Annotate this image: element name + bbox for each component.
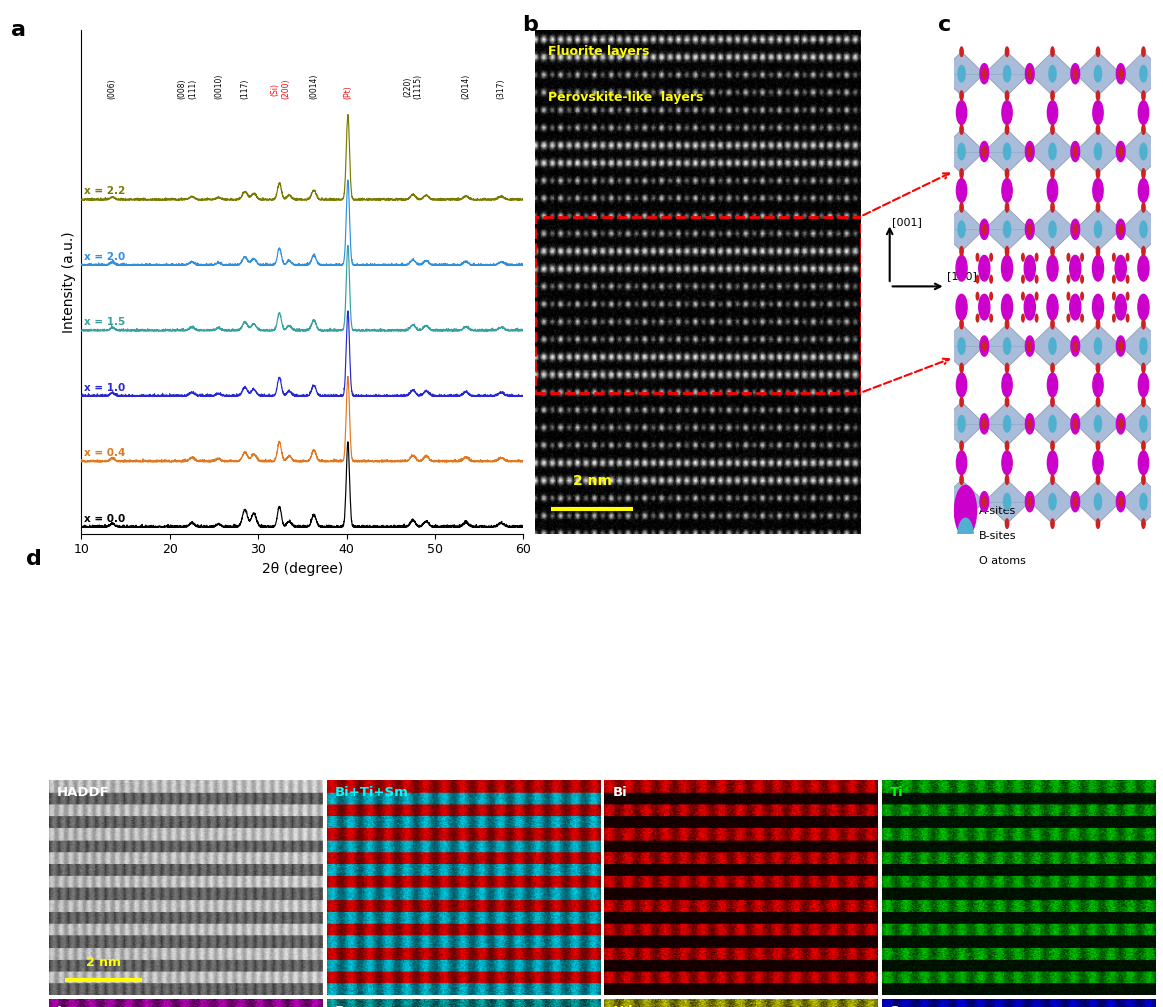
Circle shape bbox=[982, 496, 986, 508]
Circle shape bbox=[1021, 313, 1025, 322]
Polygon shape bbox=[984, 402, 1029, 446]
Circle shape bbox=[990, 275, 993, 284]
Circle shape bbox=[1140, 416, 1147, 432]
Circle shape bbox=[959, 246, 964, 257]
Circle shape bbox=[1048, 178, 1057, 202]
Circle shape bbox=[955, 485, 977, 537]
Text: 2 nm: 2 nm bbox=[86, 956, 121, 969]
Circle shape bbox=[959, 318, 964, 329]
Circle shape bbox=[1141, 46, 1146, 57]
Circle shape bbox=[1157, 275, 1162, 284]
Circle shape bbox=[1141, 519, 1146, 529]
Circle shape bbox=[1139, 451, 1149, 474]
Circle shape bbox=[1027, 340, 1032, 351]
Circle shape bbox=[1027, 146, 1032, 157]
Circle shape bbox=[1005, 168, 1009, 179]
Polygon shape bbox=[1029, 207, 1076, 252]
Circle shape bbox=[1094, 493, 1101, 510]
Circle shape bbox=[1050, 201, 1055, 212]
Circle shape bbox=[1005, 201, 1009, 212]
Circle shape bbox=[1027, 68, 1032, 80]
Circle shape bbox=[976, 253, 979, 262]
Circle shape bbox=[1026, 336, 1034, 356]
Circle shape bbox=[1073, 418, 1078, 429]
Circle shape bbox=[1004, 493, 1011, 510]
Circle shape bbox=[1050, 440, 1055, 451]
Bar bbox=[535, 217, 861, 393]
Text: (008)
(111): (008) (111) bbox=[178, 79, 198, 100]
Circle shape bbox=[943, 253, 948, 262]
Text: a: a bbox=[10, 20, 26, 40]
Circle shape bbox=[1096, 440, 1100, 451]
Circle shape bbox=[1119, 340, 1123, 351]
Circle shape bbox=[959, 91, 964, 101]
Circle shape bbox=[1004, 222, 1011, 238]
Circle shape bbox=[1025, 256, 1035, 281]
Circle shape bbox=[1070, 256, 1080, 281]
Circle shape bbox=[1094, 65, 1101, 82]
Circle shape bbox=[1005, 519, 1009, 529]
Circle shape bbox=[982, 340, 986, 351]
Circle shape bbox=[1050, 474, 1055, 485]
Circle shape bbox=[1139, 178, 1149, 202]
Circle shape bbox=[1049, 337, 1056, 354]
Circle shape bbox=[1027, 418, 1032, 429]
Circle shape bbox=[1141, 201, 1146, 212]
Circle shape bbox=[1126, 275, 1129, 284]
Circle shape bbox=[1071, 220, 1079, 240]
Circle shape bbox=[982, 146, 986, 157]
Circle shape bbox=[1116, 141, 1125, 161]
Circle shape bbox=[1094, 143, 1101, 160]
Polygon shape bbox=[984, 207, 1029, 252]
Circle shape bbox=[1092, 294, 1104, 320]
Circle shape bbox=[1137, 294, 1149, 320]
Circle shape bbox=[1141, 124, 1146, 135]
Text: (220)
(1115): (220) (1115) bbox=[404, 75, 422, 100]
Circle shape bbox=[1112, 253, 1115, 262]
Circle shape bbox=[1027, 224, 1032, 235]
Circle shape bbox=[1049, 143, 1056, 160]
Circle shape bbox=[1026, 491, 1034, 512]
Circle shape bbox=[1004, 416, 1011, 432]
Polygon shape bbox=[1121, 324, 1163, 368]
Circle shape bbox=[1035, 253, 1039, 262]
Circle shape bbox=[1071, 141, 1079, 161]
Circle shape bbox=[980, 220, 989, 240]
Circle shape bbox=[1048, 101, 1057, 125]
Circle shape bbox=[1073, 340, 1078, 351]
Circle shape bbox=[1004, 337, 1011, 354]
Text: b: b bbox=[522, 15, 537, 35]
Circle shape bbox=[1027, 146, 1032, 157]
Circle shape bbox=[1073, 68, 1078, 80]
Text: Bi+Ti+Sm: Bi+Ti+Sm bbox=[335, 786, 408, 800]
Circle shape bbox=[982, 418, 986, 429]
Circle shape bbox=[1047, 294, 1058, 320]
Circle shape bbox=[1073, 146, 1078, 157]
Circle shape bbox=[980, 491, 989, 512]
Polygon shape bbox=[939, 51, 984, 96]
Text: [001]: [001] bbox=[892, 218, 922, 228]
Text: x = 0.4: x = 0.4 bbox=[84, 448, 126, 458]
Circle shape bbox=[1126, 292, 1129, 301]
Circle shape bbox=[1005, 124, 1009, 135]
Polygon shape bbox=[1076, 51, 1121, 96]
Circle shape bbox=[990, 253, 993, 262]
Polygon shape bbox=[1029, 402, 1076, 446]
Circle shape bbox=[1071, 336, 1079, 356]
Text: (2014): (2014) bbox=[462, 75, 470, 100]
Circle shape bbox=[1080, 313, 1084, 322]
Circle shape bbox=[982, 146, 986, 157]
Circle shape bbox=[1157, 292, 1162, 301]
Circle shape bbox=[990, 313, 993, 322]
Circle shape bbox=[959, 201, 964, 212]
Circle shape bbox=[1140, 222, 1147, 238]
Circle shape bbox=[958, 143, 965, 160]
Circle shape bbox=[959, 519, 964, 529]
Circle shape bbox=[1096, 474, 1100, 485]
Circle shape bbox=[980, 141, 989, 161]
Circle shape bbox=[936, 224, 941, 235]
Circle shape bbox=[1066, 292, 1070, 301]
Circle shape bbox=[1001, 178, 1012, 202]
Circle shape bbox=[956, 178, 966, 202]
Circle shape bbox=[1021, 253, 1025, 262]
